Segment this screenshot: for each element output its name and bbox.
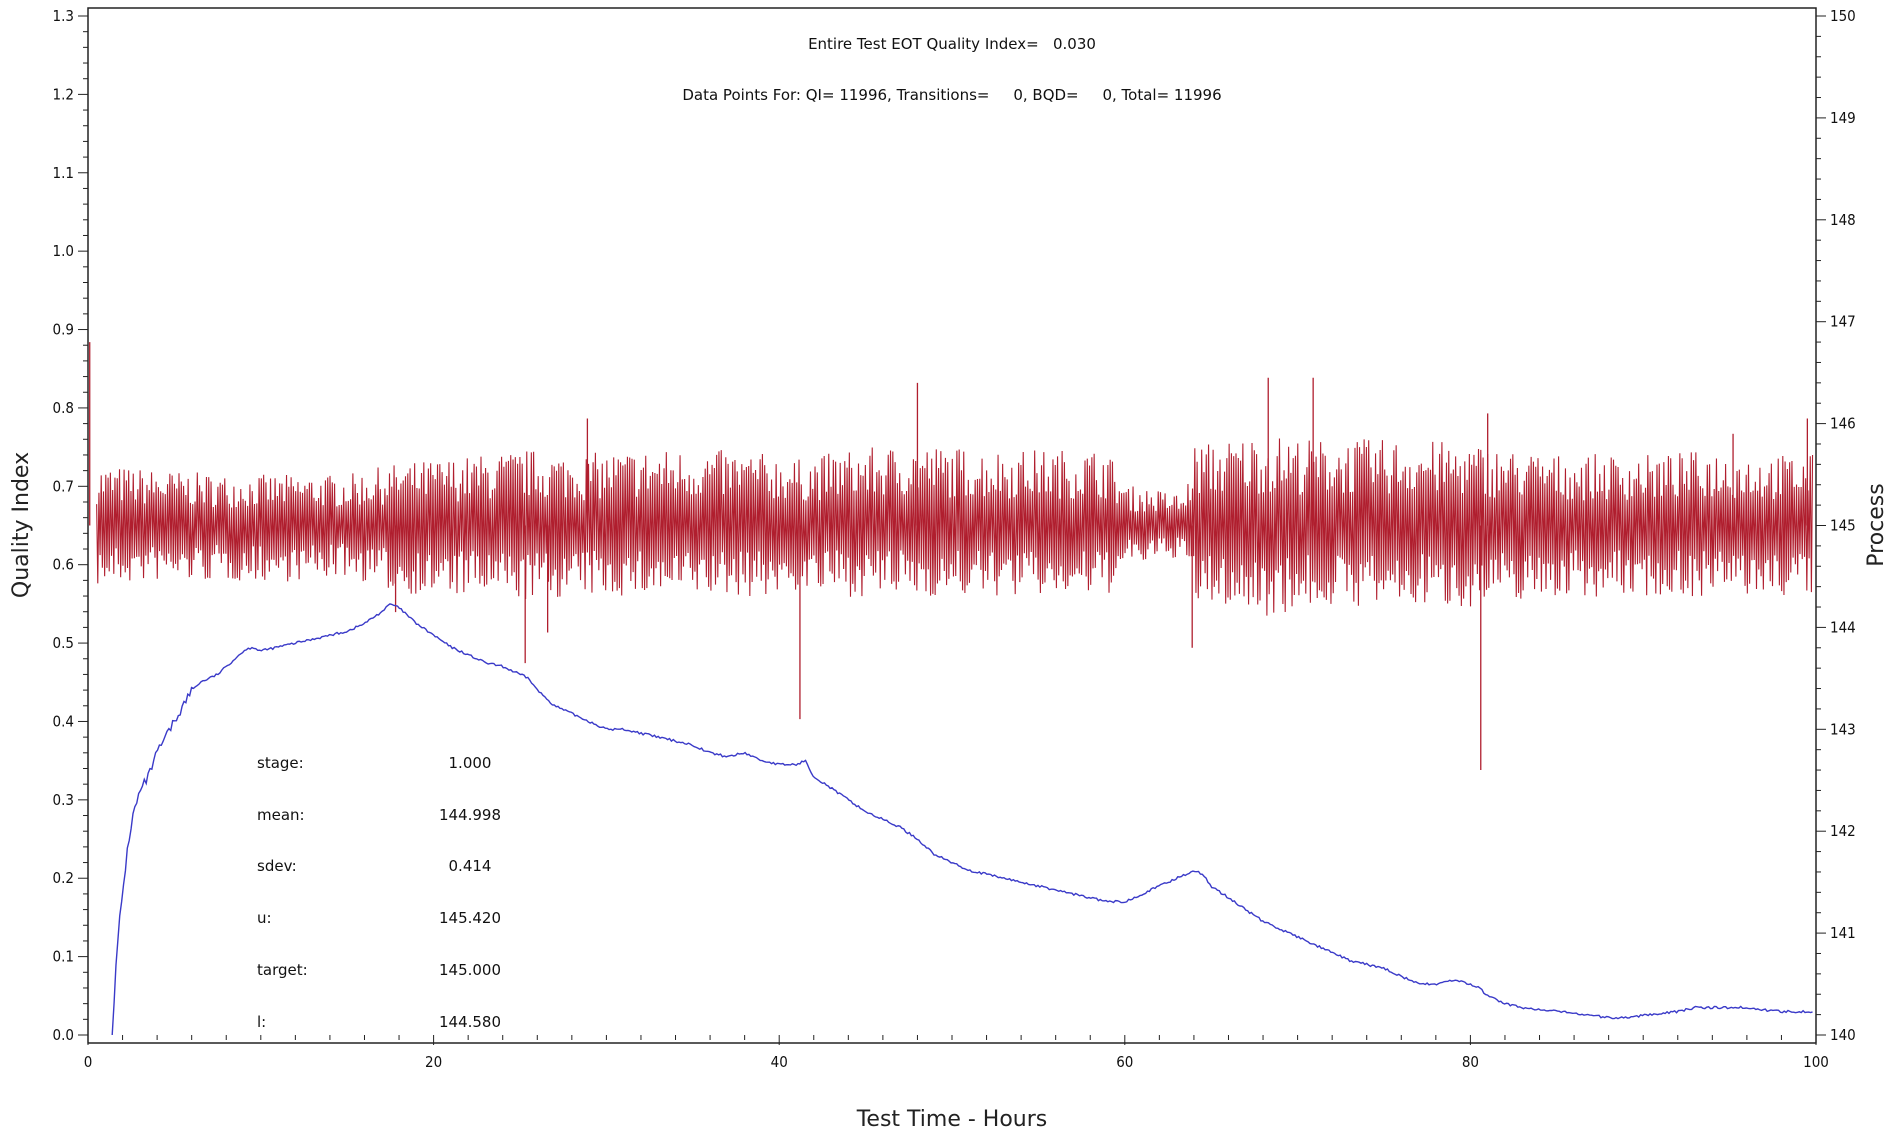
x-axis: 0 20 40 60 80 100 (84, 1035, 1829, 1071)
stats-block: stage: 1.000 mean: 144.998 sdev: 0.414 u: 145.4… (257, 754, 501, 1031)
x-tick-label: 20 (425, 1053, 442, 1071)
stat-value: 145.420 (439, 909, 501, 927)
stat-label: target: (257, 961, 308, 979)
y-right-tick-label: 149 (1830, 109, 1856, 127)
y-left-tick-label: 1.1 (53, 164, 74, 182)
y-left-tick-label: 0.3 (53, 791, 74, 809)
y-left-tick-label: 0.2 (53, 869, 74, 887)
quality-index-line (111, 603, 1813, 1036)
x-tick-label: 60 (1116, 1053, 1133, 1071)
y-right-tick-label: 147 (1830, 313, 1856, 331)
stat-value: 1.000 (449, 754, 492, 772)
stat-value: 144.580 (439, 1013, 501, 1031)
y-left-tick-label: 0.9 (53, 321, 74, 339)
y-right-tick-label: 141 (1830, 924, 1856, 942)
y-left-tick-label: 0.1 (53, 948, 74, 966)
y-right-tick-label: 144 (1830, 618, 1856, 636)
y-right-tick-label: 140 (1830, 1026, 1856, 1044)
y-right-tick-label: 150 (1830, 7, 1856, 25)
y-right-tick-label: 145 (1830, 517, 1856, 535)
y-axis-left-title: Quality Index (9, 452, 34, 598)
process-line (96, 438, 1814, 616)
x-tick-label: 100 (1803, 1053, 1829, 1071)
stat-label: u: (257, 909, 272, 927)
y-axis-right: 140 141 142 143 144 145 146 147 148 149 150 (1816, 7, 1856, 1044)
process-series (89, 342, 1814, 771)
y-left-tick-label: 1.3 (53, 7, 74, 25)
chart-title: Entire Test EOT Quality Index= 0.030 (808, 35, 1096, 53)
y-left-tick-label: 0.5 (53, 634, 74, 652)
stat-label: sdev: (257, 857, 297, 875)
y-left-tick-label: 0.4 (53, 712, 74, 730)
y-axis-right-title: Process (1864, 483, 1889, 566)
y-right-tick-label: 148 (1830, 211, 1856, 229)
y-left-tick-label: 1.2 (53, 85, 74, 103)
stat-label: l: (257, 1013, 266, 1031)
stat-value: 0.414 (449, 857, 492, 875)
stat-label: stage: (257, 754, 304, 772)
y-left-tick-label: 0.8 (53, 399, 74, 417)
x-tick-label: 80 (1462, 1053, 1479, 1071)
chart-subtitle: Data Points For: QI= 11996, Transitions=… (682, 86, 1221, 104)
stat-label: mean: (257, 806, 305, 824)
stat-value: 144.998 (439, 806, 501, 824)
y-left-tick-label: 0.6 (53, 556, 74, 574)
x-tick-label: 40 (771, 1053, 788, 1071)
y-left-tick-label: 1.0 (53, 242, 74, 260)
x-tick-label: 0 (84, 1053, 93, 1071)
y-right-tick-label: 142 (1830, 822, 1856, 840)
y-right-tick-label: 143 (1830, 720, 1856, 738)
y-axis-left: 0.0 0.1 0.2 0.3 0.4 0.5 0.6 0.7 0.8 0.9 1.0 1.1 1.2 1… (53, 7, 88, 1044)
y-left-tick-label: 0.7 (53, 477, 74, 495)
y-right-tick-label: 146 (1830, 415, 1856, 433)
x-axis-title: Test Time - Hours (856, 1107, 1048, 1128)
quality-index-series (111, 603, 1813, 1036)
y-left-tick-label: 0.0 (53, 1026, 74, 1044)
stat-value: 145.000 (439, 961, 501, 979)
